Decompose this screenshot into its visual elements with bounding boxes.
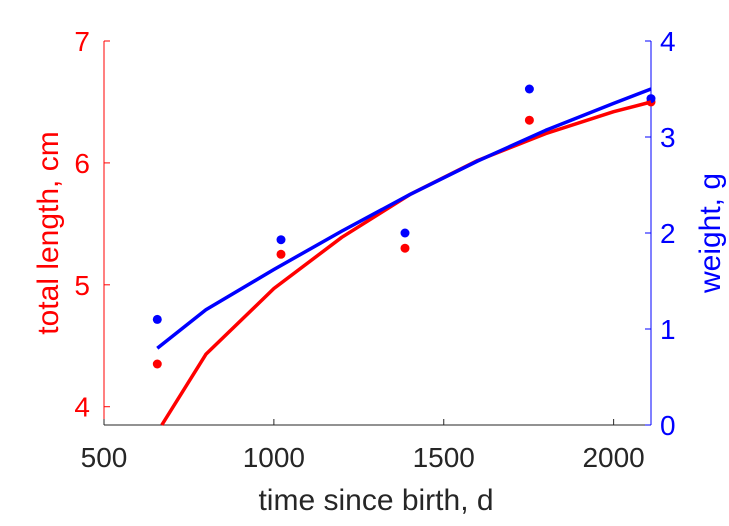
left-y-tick-label: 6 <box>74 148 90 179</box>
left-y-tick-label: 5 <box>74 270 90 301</box>
right-y-tick-label: 4 <box>660 26 676 57</box>
weight-data-point <box>152 314 162 324</box>
weight-data-point <box>400 228 410 238</box>
x-tick-label: 1000 <box>243 442 305 473</box>
left-y-tick-label: 4 <box>74 392 90 423</box>
right-y-tick-label: 1 <box>660 314 676 345</box>
length-data-point <box>524 115 534 125</box>
right-y-tick-label: 2 <box>660 218 676 249</box>
weight-data-point <box>524 84 534 94</box>
right-y-tick-label: 3 <box>660 122 676 153</box>
right-y-tick-label: 0 <box>660 410 676 441</box>
x-tick-label: 1500 <box>413 442 475 473</box>
length-data-point <box>276 249 286 259</box>
x-tick-label: 500 <box>81 442 128 473</box>
length-data-point <box>152 359 162 369</box>
weight-data-point <box>276 235 286 245</box>
left-y-axis-label: total length, cm <box>32 131 65 334</box>
x-tick-label: 2000 <box>582 442 644 473</box>
weight-fit-curve <box>156 87 652 350</box>
left-y-tick-label: 7 <box>74 26 90 57</box>
x-axis-label: time since birth, d <box>258 484 493 517</box>
length-data-point <box>400 243 410 253</box>
length-fit-curve <box>160 100 652 426</box>
right-y-axis-label: weight, g <box>694 173 727 294</box>
